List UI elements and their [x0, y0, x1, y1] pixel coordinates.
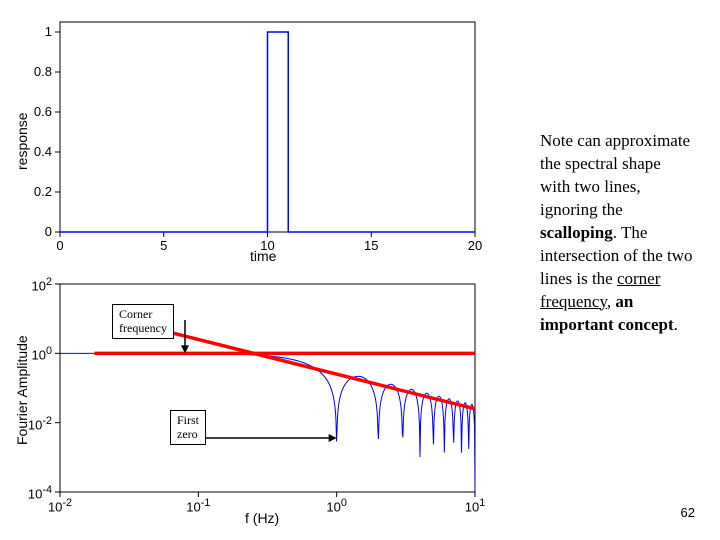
- first-zero-label: First zero: [170, 410, 206, 445]
- firstzero-line1: First: [177, 413, 199, 427]
- side-note-fragment: Note can approximate the spectral shape …: [540, 131, 690, 219]
- bottom-ytick: 10-4: [20, 484, 52, 501]
- bottom-ytick: 100: [20, 345, 52, 362]
- page-number: 62: [681, 505, 695, 520]
- corner-frequency-label: Corner frequency: [112, 304, 174, 339]
- corner-line1: Corner: [119, 307, 152, 321]
- bottom-xtick: 100: [322, 497, 352, 514]
- bottom-chart: Fourier Amplitude f (Hz) 10-210-1100101 …: [0, 0, 500, 525]
- side-note-fragment: .: [674, 315, 678, 334]
- bottom-xlabel: f (Hz): [245, 510, 279, 526]
- bottom-chart-svg: [0, 0, 500, 520]
- bottom-ytick: 102: [20, 276, 52, 293]
- side-note: Note can approximate the spectral shape …: [540, 130, 695, 336]
- bottom-ytick: 10-2: [20, 415, 52, 432]
- corner-line2: frequency: [119, 321, 167, 335]
- side-note-fragment: scalloping: [540, 223, 613, 242]
- firstzero-line2: zero: [177, 427, 198, 441]
- bottom-xtick: 10-1: [183, 497, 213, 514]
- bottom-xtick: 101: [460, 497, 490, 514]
